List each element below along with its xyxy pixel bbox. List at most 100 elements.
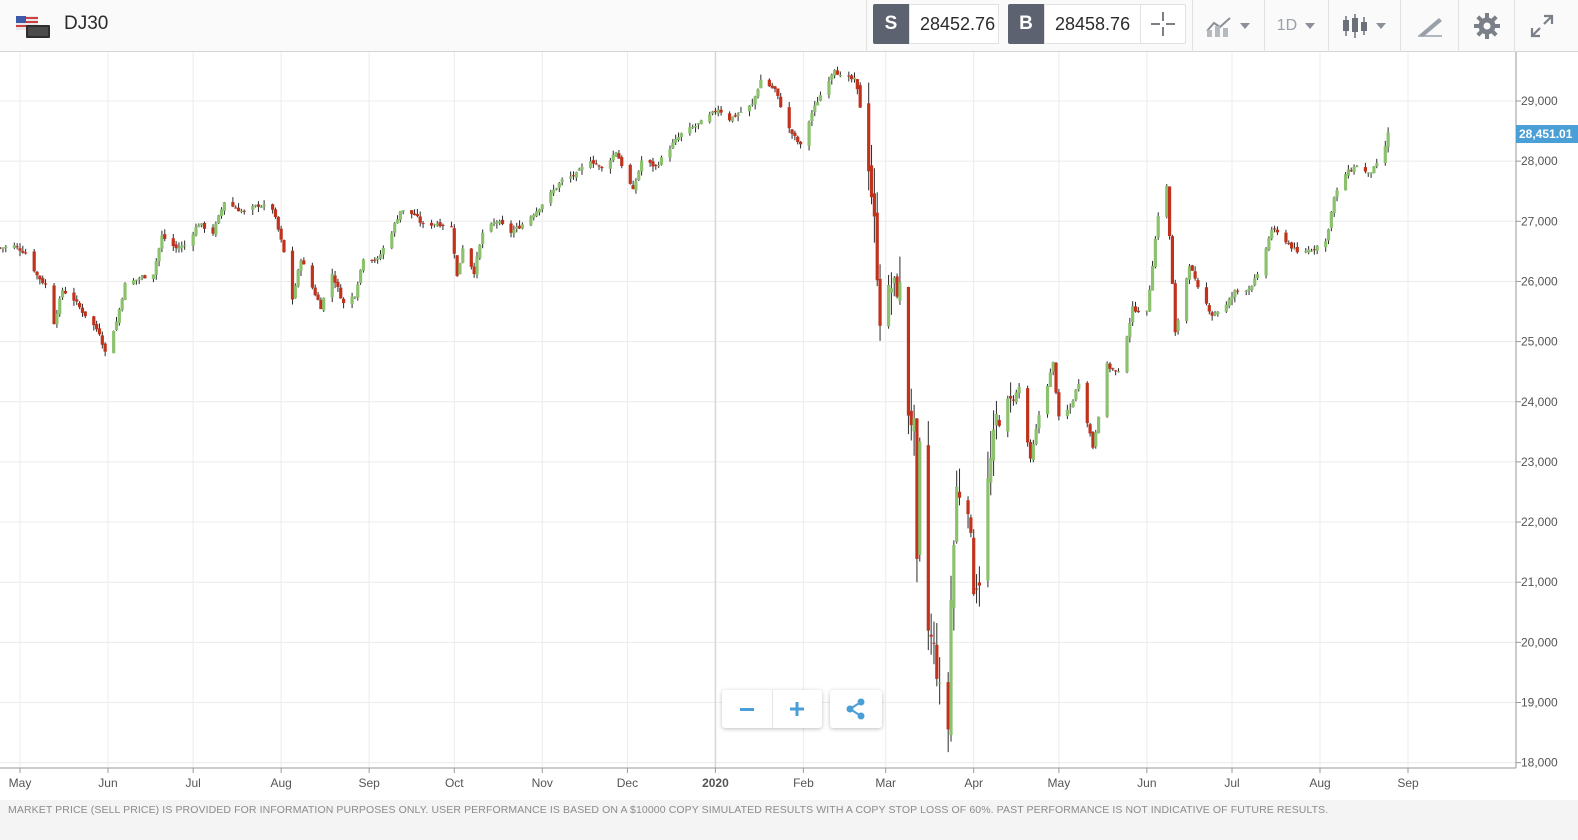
sell-price: 28452.76: [909, 4, 999, 44]
candle-body: [515, 226, 519, 230]
candle-body: [631, 185, 635, 190]
candle-body: [1349, 170, 1353, 172]
candlestick-chart[interactable]: 18,000 19,000 20,000 21,000 22,000 23,000 24,0…: [0, 52, 1578, 800]
candle-body: [617, 153, 621, 159]
candle-body: [1065, 409, 1069, 417]
candle-body: [957, 491, 962, 498]
candle-body: [588, 161, 593, 168]
candle-body: [60, 290, 65, 298]
candle-body: [140, 276, 144, 279]
share-icon: [846, 698, 865, 720]
candle-body: [1048, 372, 1052, 387]
candle-body: [1383, 146, 1387, 163]
share-button[interactable]: [830, 690, 882, 728]
candle-body: [676, 137, 681, 141]
grid-lines: [0, 52, 1516, 768]
sell-button[interactable]: S 28452.76: [873, 4, 999, 44]
candle-body: [310, 265, 314, 288]
price-chart[interactable]: 18,000 19,000 20,000 21,000 22,000 23,000 24,0…: [0, 52, 1578, 800]
candle-body: [1108, 363, 1112, 369]
interval-label: 1D: [1276, 17, 1298, 34]
candle-body: [276, 216, 280, 230]
candle-body: [217, 215, 221, 224]
candle-body: [393, 223, 397, 233]
candle-body: [1315, 245, 1319, 251]
chevron-down-icon: [1240, 23, 1250, 29]
candle-body: [608, 160, 612, 169]
chevron-down-icon: [1305, 23, 1316, 29]
fullscreen-button[interactable]: [1516, 0, 1568, 52]
candle-body: [4, 246, 8, 248]
candle-body: [259, 206, 263, 208]
candle-body: [361, 259, 366, 271]
buy-button[interactable]: B 28458.76: [1008, 4, 1142, 44]
candle-body: [177, 247, 181, 250]
candle-body: [296, 270, 300, 287]
candle-body: [120, 298, 124, 310]
candle-body: [441, 224, 445, 227]
x-axis: May Jun Jul Aug Sep Oct Nov Dec 2020 Feb Mar Apr May…: [0, 767, 1516, 790]
draw-button[interactable]: [1402, 0, 1458, 52]
zoom-out-button[interactable]: [722, 690, 772, 728]
candle-body: [1372, 166, 1376, 174]
candle-body: [290, 250, 295, 300]
x-tick-label: May: [9, 776, 32, 790]
candle-body: [410, 210, 414, 215]
candle-body: [1304, 251, 1308, 253]
candle-body: [319, 299, 323, 310]
candle-body: [952, 545, 956, 608]
candle-body: [1185, 278, 1189, 321]
candle-body: [333, 275, 337, 283]
candle-body: [1173, 283, 1177, 333]
chart-type-icon: [1206, 17, 1231, 37]
x-tick-label: Jul: [185, 776, 200, 790]
settings-button[interactable]: [1460, 0, 1514, 52]
candle-body: [438, 222, 442, 227]
candle-body: [929, 634, 933, 637]
candle-body: [776, 88, 780, 96]
candle-body: [1094, 432, 1098, 447]
y-tick-label: 19,000: [1521, 696, 1558, 710]
candles-button[interactable]: [1332, 0, 1396, 52]
candle-body: [938, 682, 942, 684]
candle-body: [1307, 249, 1311, 253]
candle-body: [1136, 310, 1140, 313]
candle-body: [1352, 166, 1356, 172]
candle-body: [600, 167, 604, 169]
candle-body: [1145, 310, 1149, 312]
candle-body: [1034, 428, 1038, 444]
chart-toolbar: DJ30 S 28452.76 B 28458.76 1D: [0, 0, 1578, 52]
y-tick-label: 22,000: [1521, 515, 1558, 529]
toolbar-divider: [1328, 0, 1329, 52]
last-price-label: 28,451.01: [1519, 127, 1573, 141]
candle-body: [628, 164, 632, 184]
candle-body: [12, 245, 16, 248]
candle-body: [520, 224, 525, 229]
candle-body: [1105, 363, 1109, 417]
candle-body: [946, 682, 950, 730]
candle-body: [356, 284, 360, 298]
candle-body: [909, 410, 913, 426]
candle-body: [813, 105, 817, 112]
toolbar-divider: [1458, 0, 1459, 52]
candle-body: [378, 254, 383, 259]
candle-body: [1088, 424, 1092, 434]
candle-body: [733, 115, 737, 117]
candle-body: [1312, 249, 1316, 251]
candle-body: [574, 172, 578, 178]
candle-body: [1017, 386, 1021, 394]
crosshair-button[interactable]: [1140, 4, 1186, 44]
candle-body: [1054, 362, 1058, 393]
candle-body: [895, 276, 899, 297]
candle-body: [1091, 432, 1095, 448]
candle-body: [858, 85, 862, 108]
interval-dropdown[interactable]: 1D: [1266, 0, 1326, 52]
candle-body: [1287, 243, 1291, 245]
candle-body: [640, 160, 644, 172]
chart-type-button[interactable]: [1196, 0, 1260, 52]
candle-body: [475, 256, 479, 275]
candle-body: [730, 116, 735, 122]
zoom-in-button[interactable]: [771, 690, 823, 728]
candle-body: [398, 210, 402, 221]
candle-body: [38, 275, 42, 280]
